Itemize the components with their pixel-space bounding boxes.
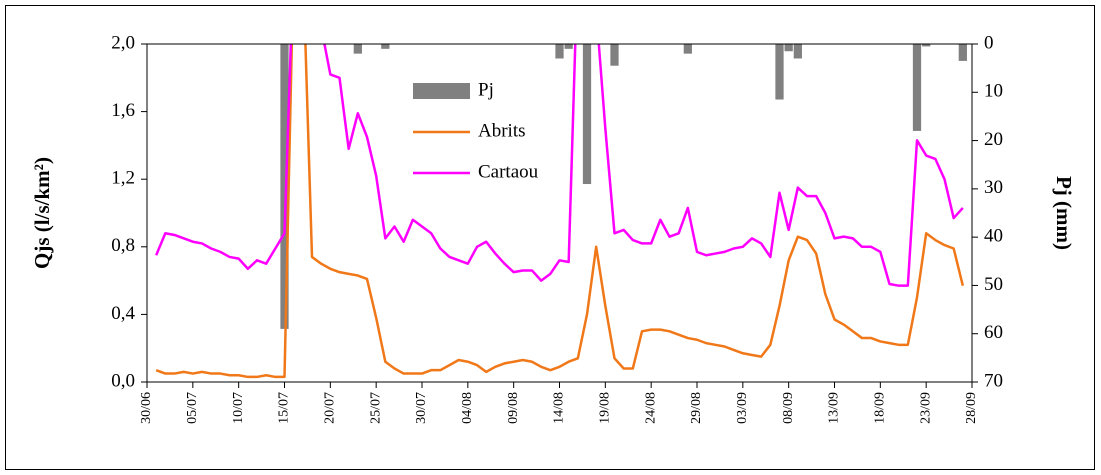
y-tick-label: 2,0 (111, 32, 135, 53)
bar (793, 44, 802, 59)
y2-tick-label: 50 (984, 274, 1003, 295)
bar (353, 44, 362, 54)
y-tick-label: 0,4 (111, 303, 135, 324)
y2-axis-title: Pj (mm) (1052, 176, 1076, 250)
y2-tick-label: 0 (984, 32, 994, 53)
x-tick-label: 23/09 (918, 392, 933, 424)
y-tick-label: 1,2 (111, 168, 135, 189)
y2-tick-label: 10 (984, 81, 1003, 102)
y-tick-label: 0,8 (111, 235, 135, 256)
x-tick-label: 24/08 (643, 392, 658, 424)
y2-tick-label: 60 (984, 322, 1003, 343)
x-tick-label: 05/07 (185, 392, 200, 424)
x-tick-label: 08/09 (781, 392, 796, 424)
x-tick-label: 30/07 (414, 392, 429, 424)
x-tick-label: 29/08 (689, 392, 704, 424)
legend-label: Abrits (478, 120, 526, 141)
x-tick-label: 19/08 (598, 392, 613, 424)
bar (582, 44, 592, 185)
legend-swatch (413, 83, 470, 99)
bar (958, 44, 967, 61)
y2-tick-label: 20 (984, 129, 1003, 150)
x-tick-label: 13/09 (827, 392, 842, 424)
bar (683, 44, 692, 54)
line-series (155, 44, 965, 379)
line-series (155, 44, 964, 287)
y2-tick-label: 40 (984, 226, 1003, 247)
lines-layer (155, 44, 965, 379)
x-tick-label: 15/07 (277, 392, 292, 424)
bar (922, 44, 931, 47)
y2-tick-label: 30 (984, 177, 1003, 198)
legend-label: Cartaou (478, 161, 539, 182)
x-tick-label: 25/07 (368, 392, 383, 424)
bar (564, 44, 573, 49)
y2-tick-label: 70 (984, 370, 1003, 391)
bar (280, 44, 289, 329)
y-axis-title: Qjs (l/s/km²) (30, 157, 54, 269)
bar (912, 44, 922, 131)
x-tick-label: 28/09 (964, 392, 979, 424)
x-tick-label: 20/07 (323, 392, 338, 424)
x-tick-label: 10/07 (231, 392, 246, 424)
legend-label: Pj (478, 79, 494, 100)
y-tick-label: 1,6 (111, 100, 135, 121)
bar (555, 44, 564, 59)
x-tick-label: 03/09 (735, 392, 750, 424)
bar (775, 44, 784, 100)
x-tick-label: 30/06 (139, 392, 154, 424)
x-tick-label: 14/08 (552, 392, 567, 424)
bars-layer (280, 44, 967, 329)
x-tick-label: 18/09 (873, 392, 888, 424)
x-tick-label: 04/08 (460, 392, 475, 424)
bar (610, 44, 619, 66)
y-tick-label: 0,0 (111, 370, 135, 391)
bar (784, 44, 793, 52)
x-tick-label: 09/08 (506, 392, 521, 424)
bar (381, 44, 390, 49)
